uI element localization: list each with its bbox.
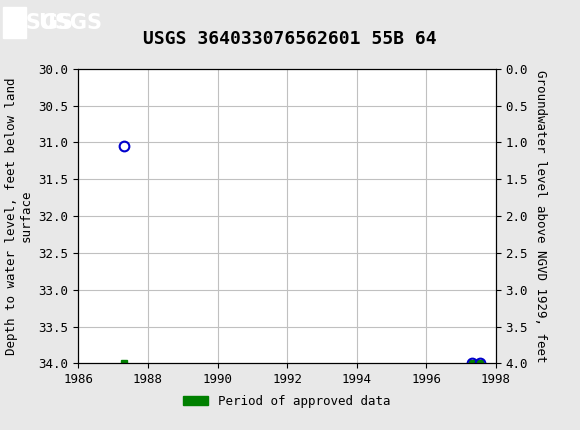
Legend: Period of approved data: Period of approved data bbox=[179, 390, 396, 413]
Text: ☒: ☒ bbox=[3, 11, 18, 34]
Text: USGS: USGS bbox=[38, 12, 102, 33]
Text: USGS 364033076562601 55B 64: USGS 364033076562601 55B 64 bbox=[143, 30, 437, 48]
Text: USGS: USGS bbox=[9, 12, 72, 33]
Y-axis label: Depth to water level, feet below land
surface: Depth to water level, feet below land su… bbox=[5, 77, 33, 355]
Y-axis label: Groundwater level above NGVD 1929, feet: Groundwater level above NGVD 1929, feet bbox=[534, 70, 547, 362]
Bar bbox=[3, 7, 26, 38]
